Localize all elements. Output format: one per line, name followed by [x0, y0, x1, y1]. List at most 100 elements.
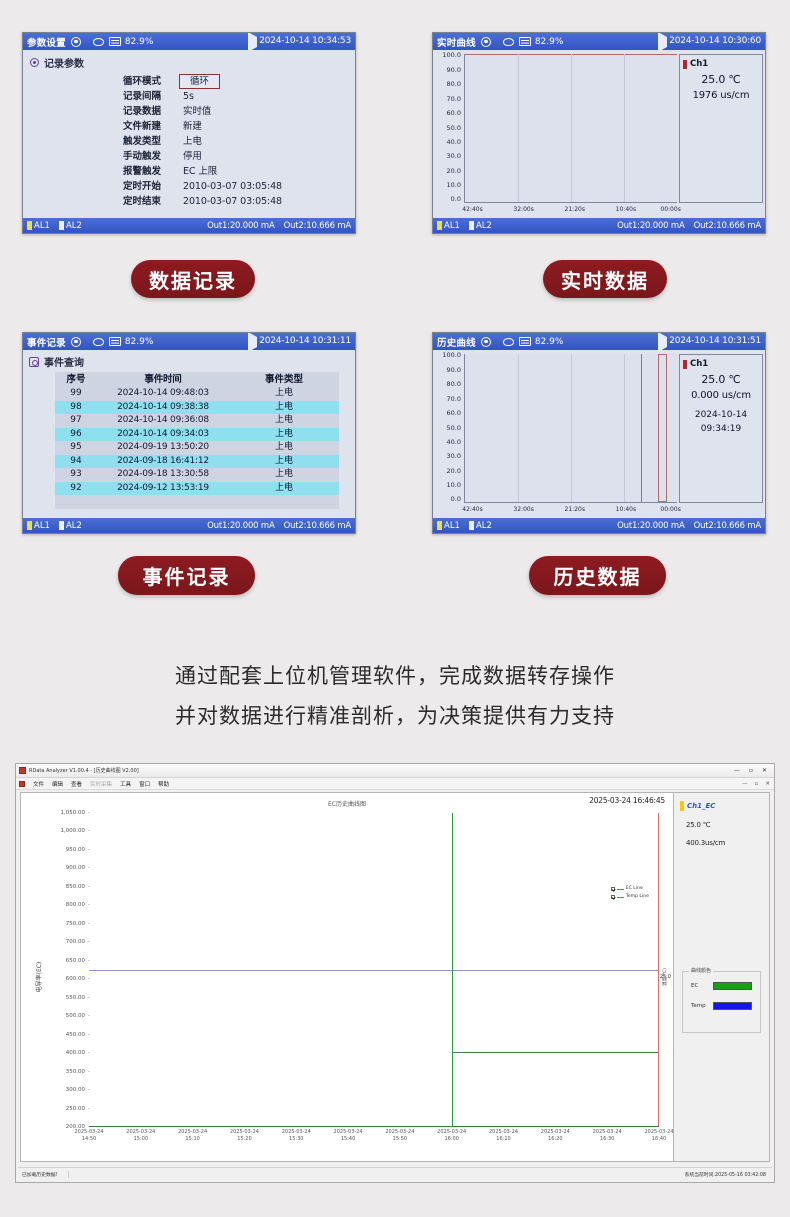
param-value[interactable]: 实时值 [183, 106, 212, 117]
history-cursor-box[interactable] [657, 354, 667, 502]
series-line-temp [89, 969, 659, 971]
legend-item-ec[interactable]: EC Line [610, 885, 649, 893]
y-tick: 0.0 [450, 195, 461, 204]
table-row[interactable]: 99 2024-10-14 09:48:03 上电 [55, 387, 339, 401]
x-tick: 2025-03-24 15:40 [333, 1129, 363, 1142]
alarm-2-indicator: AL2 [58, 521, 82, 531]
x-tick: 00:00s [660, 506, 681, 513]
color-row-ec: EC [691, 982, 752, 990]
device-card-history-curve: 历史曲线 82.9% 2024-10-14 10:31:51 100.0 90.… [432, 332, 766, 534]
param-row: 记录数据 实时值 [123, 104, 355, 119]
mdi-minimize-button[interactable]: — [742, 780, 748, 787]
target-icon [480, 336, 491, 347]
table-row[interactable]: 93 2024-09-18 13:30:58 上电 [55, 468, 339, 482]
minimize-button[interactable]: — [733, 767, 740, 774]
window-controls: — ▫ ✕ [734, 767, 771, 774]
param-value[interactable]: 新建 [183, 121, 202, 132]
column-header-time: 事件时间 [144, 374, 182, 385]
chart-legend: EC Line Temp Line [610, 885, 649, 901]
status-message: 已加载历史数据! [18, 1171, 69, 1178]
caption-pill-realtime-data: 实时数据 [543, 260, 667, 298]
mdi-close-button[interactable]: ✕ [765, 780, 770, 787]
red-cursor-line[interactable] [658, 813, 659, 1126]
x-tick: 32:00s [513, 206, 534, 213]
signal-icon [92, 37, 104, 46]
menu-item-window[interactable]: 窗口 [139, 781, 151, 788]
device-datetime: 2024-10-14 10:34:53 [259, 36, 351, 46]
param-label: 手动触发 [123, 151, 162, 162]
y-tick: 10.0 [446, 481, 461, 490]
color-swatch-temp[interactable] [713, 1002, 752, 1010]
panel-conductivity-value: 400.3us/cm [686, 839, 726, 847]
device-bottombar: AL1 AL2 Out1:20.000 mA Out2:10.666 mA [23, 218, 355, 233]
window-titlebar: RData Analyzer V1.00.4 - [历史曲线图 V2.00] —… [16, 764, 774, 778]
y-axis-ticks: 1,050.00 1,000.00 950.00 900.00 850.00 8… [33, 810, 91, 1130]
ec-history-chart: EC历史曲线图 2025-03-24 16:46:45 电导率(EC) 1,05… [21, 793, 674, 1161]
maximize-button[interactable]: ▫ [748, 767, 753, 774]
x-axis-ticks: 2025-03-24 14:50 2025-03-24 15:00 2025-03-… [74, 1129, 673, 1151]
output-readouts: Out1:20.000 mA Out2:10.666 mA [207, 221, 351, 231]
table-row[interactable]: 95 2024-09-19 13:50:20 上电 [55, 441, 339, 455]
record-date: 2024-10-14 [694, 410, 748, 420]
cell-time: 2024-10-14 09:38:38 [117, 401, 209, 412]
caption-pill-event-record: 事件记录 [118, 556, 255, 595]
x-tick: 2025-03-24 16:20 [540, 1129, 570, 1142]
section-title-text: 事件查询 [44, 358, 84, 369]
cell-time: 2024-09-18 13:30:58 [117, 469, 209, 479]
y-axis: 100.0 90.0 80.0 70.0 60.0 50.0 40.0 30.0… [433, 51, 463, 204]
close-button[interactable]: ✕ [761, 767, 767, 774]
table-row[interactable]: 92 2024-09-12 13:53:19 上电 [55, 481, 339, 495]
menu-item-file[interactable]: 文件 [33, 781, 45, 788]
param-value[interactable]: 循环 [179, 74, 220, 89]
param-value[interactable]: 2010-03-07 03:05:48 [183, 196, 282, 207]
legend-label-temp: Temp Line [625, 894, 649, 899]
out1-value: Out1:20.000 mA [207, 520, 275, 531]
param-value[interactable]: 停用 [183, 151, 202, 162]
record-timestamp: 2024-10-14 09:34:19 [683, 408, 759, 436]
section-title-record-params: 记录参数 [23, 50, 355, 72]
mdi-maximize-button[interactable]: ▫ [754, 780, 759, 787]
history-cursor-line[interactable] [640, 354, 642, 502]
param-value[interactable]: EC 上限 [183, 166, 218, 177]
y-tick: 1,000.00 [61, 828, 90, 834]
status-bar: 已加载历史数据! 系统当前时间:2025-05-16 03:42:08 [18, 1167, 772, 1181]
legend-checkbox-temp[interactable] [610, 895, 615, 899]
cursor-value-label: 25.0 [659, 974, 671, 980]
menu-item-tools[interactable]: 工具 [120, 781, 132, 788]
table-row[interactable]: 96 2024-10-14 09:34:03 上电 [55, 427, 339, 441]
menu-item-edit[interactable]: 编辑 [52, 781, 64, 788]
param-row: 报警触发 EC 上限 [123, 164, 355, 179]
x-axis: 42:40s 32:00s 21:20s 10:40s 00:00s [462, 506, 681, 516]
x-tick: 2025-03-24 15:00 [126, 1129, 156, 1142]
y-tick: 650.00 [66, 958, 91, 964]
x-tick: 2025-03-24 16:10 [488, 1129, 519, 1142]
y-tick: 850.00 [66, 884, 91, 890]
menu-item-help[interactable]: 帮助 [158, 781, 170, 788]
legend-item-temp[interactable]: Temp Line [610, 893, 649, 901]
table-row[interactable]: 98 2024-10-14 09:38:38 上电 [55, 400, 339, 414]
cell-time: 2024-10-14 09:34:03 [117, 428, 209, 439]
y-tick: 100.0 [442, 351, 461, 360]
alarm-1-indicator: AL1 [27, 521, 50, 531]
y-tick: 50.0 [446, 123, 461, 132]
y-tick: 30.0 [446, 452, 461, 461]
curve-color-group: 曲线颜色 EC Temp [682, 967, 761, 1033]
system-time: 系统当前时间:2025-05-16 03:42:08 [684, 1173, 766, 1178]
y-tick: 60.0 [446, 109, 461, 117]
sdcard-icon [518, 337, 531, 346]
signal-icon [502, 37, 514, 46]
param-value[interactable]: 5s [183, 91, 194, 102]
column-header-type: 事件类型 [264, 374, 303, 385]
x-tick: 2025-03-24 15:10 [178, 1129, 208, 1142]
legend-checkbox-ec[interactable] [610, 887, 615, 891]
table-row[interactable]: 97 2024-10-14 09:36:08 上电 [55, 414, 339, 428]
table-row[interactable]: 94 2024-09-18 16:41:12 上电 [55, 454, 339, 468]
menu-item-view[interactable]: 查看 [71, 781, 83, 788]
param-value[interactable]: 2010-03-07 03:05:48 [183, 181, 282, 192]
green-cursor-line[interactable] [451, 813, 453, 1126]
x-tick: 42:40s [462, 506, 483, 513]
param-value[interactable]: 上电 [183, 136, 202, 147]
color-swatch-ec[interactable] [713, 982, 752, 990]
output-readouts: Out1:20.000 mA Out2:10.666 mA [617, 521, 761, 531]
play-icon [247, 333, 257, 352]
